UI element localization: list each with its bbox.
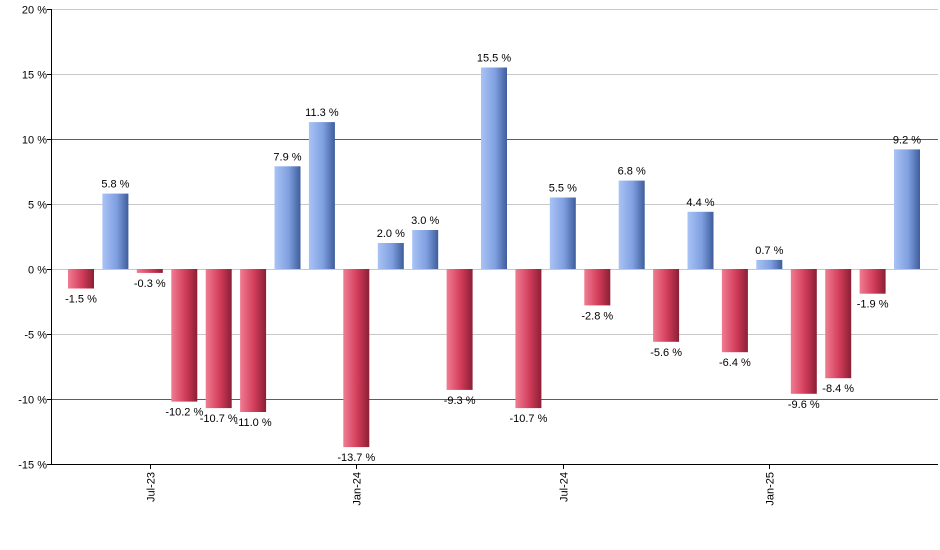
axes: -15 % -10 % -5 % 0 % 5 % 10 % 15 % 20 % Jul-23 Ja… xyxy=(18,5,938,506)
bar-positive xyxy=(377,243,404,269)
bar-negative xyxy=(205,269,232,409)
bar-positive xyxy=(102,193,129,269)
bar-value-label: -5.6 % xyxy=(650,347,682,359)
bar-value-label: -10.7 % xyxy=(200,413,238,425)
bars xyxy=(68,67,920,448)
y-tick-label: 0 % xyxy=(28,265,47,277)
bar-negative xyxy=(136,269,163,273)
bar-positive xyxy=(308,122,335,269)
bar-negative xyxy=(584,269,611,306)
bar-value-label: 5.8 % xyxy=(101,179,129,191)
bar-value-label: -13.7 % xyxy=(337,452,375,464)
x-tick-label: Jul-23 xyxy=(146,472,158,502)
x-tick-label: Jan-24 xyxy=(352,472,364,506)
bar-positive xyxy=(549,197,576,269)
bar-value-label: -1.5 % xyxy=(65,294,97,306)
data-labels: -1.5 %5.8 %-0.3 %-10.2 %-10.7 %-11.0 %7.… xyxy=(65,53,921,465)
y-tick-label: -15 % xyxy=(18,460,47,472)
bar-positive xyxy=(481,67,507,269)
y-tick-label: -5 % xyxy=(24,330,47,342)
bar-positive xyxy=(412,230,439,269)
bar-value-label: 5.5 % xyxy=(549,183,577,195)
bar-positive xyxy=(894,149,920,269)
bar-negative xyxy=(721,269,748,353)
bar-value-label: -6.4 % xyxy=(719,357,751,369)
bar-value-label: -8.4 % xyxy=(822,383,854,395)
bar-negative xyxy=(825,269,852,379)
y-tick-label: 5 % xyxy=(28,200,47,212)
bar-negative xyxy=(68,269,94,289)
x-tick-label: Jul-24 xyxy=(559,472,571,502)
bar-negative xyxy=(240,269,267,412)
bar-value-label: -1.9 % xyxy=(857,299,889,311)
bar-value-label: 7.9 % xyxy=(273,151,301,163)
bar-positive xyxy=(618,180,645,269)
y-tick-label: 20 % xyxy=(22,5,47,17)
bar-positive xyxy=(756,259,783,269)
bar-negative xyxy=(343,269,370,448)
bar-value-label: -2.8 % xyxy=(581,310,613,322)
bar-value-label: 15.5 % xyxy=(477,53,511,65)
bar-negative xyxy=(446,269,473,390)
bar-value-label: -9.6 % xyxy=(788,399,820,411)
bar-value-label: -10.2 % xyxy=(165,407,203,419)
bar-value-label: -10.7 % xyxy=(509,413,547,425)
y-tick-label: 10 % xyxy=(22,135,47,147)
bar-value-label: 4.4 % xyxy=(686,197,714,209)
bar-negative xyxy=(859,269,886,294)
bar-value-label: 3.0 % xyxy=(411,215,439,227)
bar-value-label: -9.3 % xyxy=(444,395,476,407)
bar-value-label: 9.2 % xyxy=(893,134,921,146)
bar-value-label: 11.3 % xyxy=(305,107,339,119)
bar-negative xyxy=(515,269,542,409)
bar-value-label: 2.0 % xyxy=(377,228,405,240)
bar-value-label: 6.8 % xyxy=(618,166,646,178)
bar-negative xyxy=(790,269,817,394)
bar-value-label: -0.3 % xyxy=(134,278,166,290)
x-tick-label: Jan-25 xyxy=(765,472,777,506)
y-tick-label: -10 % xyxy=(18,395,47,407)
bar-value-label: -11.0 % xyxy=(235,417,272,429)
bar-negative xyxy=(653,269,680,342)
bar-negative xyxy=(171,269,198,402)
y-tick-label: 15 % xyxy=(22,70,47,82)
bar-positive xyxy=(687,211,714,269)
bar-positive xyxy=(274,166,301,269)
bar-value-label: 0.7 % xyxy=(755,245,783,257)
